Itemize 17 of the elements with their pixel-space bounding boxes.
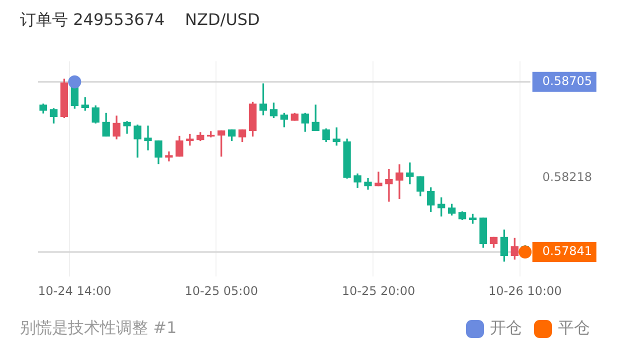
candlestick (165, 151, 173, 162)
chart-title: 订单号 249553674 NZD/USD (20, 10, 260, 31)
text: 别慌是技术性调整 #1 (20, 318, 177, 339)
y-tick-label: 0.58705 (542, 74, 592, 88)
x-tick-label: 10-25 20:00 (342, 284, 416, 298)
y-tick-label: 0.58218 (542, 170, 592, 184)
candlestick (385, 168, 393, 202)
candlestick (374, 172, 382, 186)
candlestick (396, 164, 404, 199)
x-tick-label: 10-26 10:00 (488, 284, 562, 298)
y-tick-label: 0.57841 (542, 244, 592, 258)
candlestick (332, 127, 340, 146)
candlestick (144, 126, 152, 150)
legend-label: 开仓 (490, 318, 522, 338)
x-tick-label: 10-24 14:00 (38, 284, 112, 298)
x-tick-label: 10-25 05:00 (184, 284, 258, 298)
legend-label: 平仓 (558, 318, 590, 338)
